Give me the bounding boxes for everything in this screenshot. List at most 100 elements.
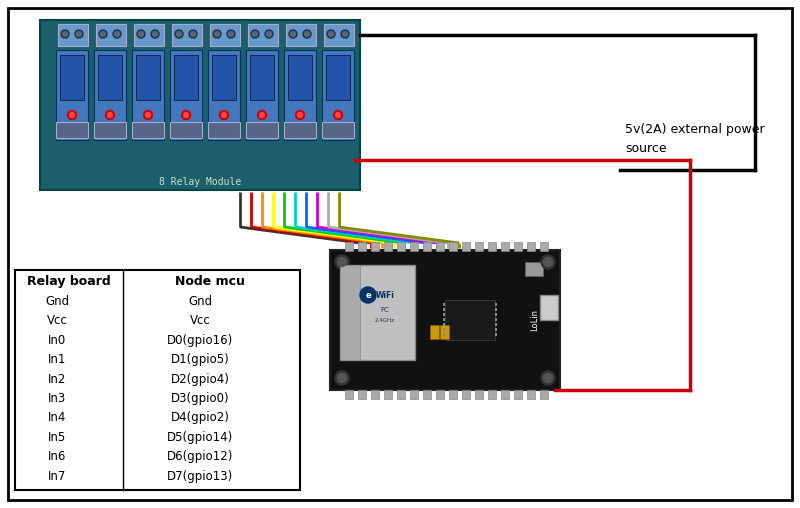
Bar <box>514 390 522 399</box>
Circle shape <box>214 31 219 37</box>
Circle shape <box>341 30 349 38</box>
Bar <box>462 242 470 251</box>
Bar <box>397 242 405 251</box>
Circle shape <box>329 31 334 37</box>
Circle shape <box>265 30 273 38</box>
Bar <box>340 265 415 360</box>
Bar <box>384 390 392 399</box>
Circle shape <box>541 255 555 269</box>
Text: D5(gpio14): D5(gpio14) <box>167 431 233 444</box>
Bar <box>440 325 449 339</box>
Text: LoLin: LoLin <box>530 309 539 331</box>
Circle shape <box>305 31 310 37</box>
Bar <box>488 390 496 399</box>
Circle shape <box>189 30 197 38</box>
Circle shape <box>541 371 555 385</box>
Circle shape <box>190 31 195 37</box>
Text: D4(gpio2): D4(gpio2) <box>170 411 230 425</box>
Text: Gnd: Gnd <box>188 295 212 308</box>
Bar <box>423 390 431 399</box>
Bar <box>172 24 202 46</box>
Circle shape <box>543 258 553 267</box>
Text: 2.4GHz: 2.4GHz <box>375 318 395 323</box>
Text: D1(gpio5): D1(gpio5) <box>170 353 230 366</box>
Circle shape <box>151 30 159 38</box>
Bar <box>322 50 354 140</box>
Text: D7(gpio13): D7(gpio13) <box>167 470 233 483</box>
Circle shape <box>342 31 347 37</box>
Circle shape <box>253 31 258 37</box>
Circle shape <box>106 111 114 119</box>
Bar <box>132 122 164 138</box>
Bar <box>443 328 445 331</box>
Circle shape <box>259 112 265 117</box>
Bar <box>495 318 497 321</box>
Bar <box>525 262 543 276</box>
Circle shape <box>70 112 74 117</box>
Circle shape <box>114 31 119 37</box>
Circle shape <box>295 111 305 119</box>
Bar <box>58 24 88 46</box>
Circle shape <box>61 30 69 38</box>
Bar <box>495 303 497 306</box>
Circle shape <box>338 258 346 267</box>
Text: e: e <box>365 291 371 300</box>
Bar <box>136 55 160 100</box>
Circle shape <box>360 287 376 303</box>
Text: In0: In0 <box>48 334 66 346</box>
Bar <box>410 242 418 251</box>
Bar <box>443 318 445 321</box>
Text: D3(gpio0): D3(gpio0) <box>170 392 230 405</box>
Circle shape <box>62 31 67 37</box>
Text: 8 Relay Module: 8 Relay Module <box>159 177 241 187</box>
Bar <box>436 242 444 251</box>
Bar <box>98 55 122 100</box>
Circle shape <box>182 111 190 119</box>
Bar <box>94 50 126 140</box>
Bar <box>527 390 535 399</box>
Bar <box>208 50 240 140</box>
Bar <box>443 323 445 326</box>
Bar <box>436 390 444 399</box>
Text: D0(gpio16): D0(gpio16) <box>167 334 233 346</box>
Text: Node mcu: Node mcu <box>175 275 245 288</box>
Text: source: source <box>625 142 666 154</box>
Bar <box>495 308 497 311</box>
Text: In6: In6 <box>48 451 66 463</box>
Circle shape <box>219 111 229 119</box>
Bar <box>371 242 379 251</box>
Circle shape <box>177 31 182 37</box>
Circle shape <box>335 112 341 117</box>
Circle shape <box>338 373 346 383</box>
Bar <box>358 242 366 251</box>
Bar <box>94 122 126 138</box>
Text: In4: In4 <box>48 411 66 425</box>
Bar <box>475 390 483 399</box>
Bar <box>445 300 495 340</box>
Circle shape <box>335 255 349 269</box>
Text: In3: In3 <box>48 392 66 405</box>
Bar <box>397 390 405 399</box>
Bar <box>322 122 354 138</box>
Bar <box>56 50 88 140</box>
Circle shape <box>543 373 553 383</box>
Text: WiFi: WiFi <box>375 291 394 300</box>
Circle shape <box>75 30 83 38</box>
Circle shape <box>227 30 235 38</box>
Bar <box>488 242 496 251</box>
Bar <box>495 323 497 326</box>
Circle shape <box>153 31 158 37</box>
Bar <box>326 55 350 100</box>
Bar <box>475 242 483 251</box>
Circle shape <box>67 111 77 119</box>
Bar <box>250 55 274 100</box>
Bar <box>358 390 366 399</box>
Circle shape <box>290 31 295 37</box>
Bar <box>246 50 278 140</box>
Bar <box>330 250 560 390</box>
Text: Vcc: Vcc <box>190 314 210 327</box>
Bar <box>423 242 431 251</box>
Bar <box>246 122 278 138</box>
Bar <box>324 24 354 46</box>
Bar <box>410 390 418 399</box>
